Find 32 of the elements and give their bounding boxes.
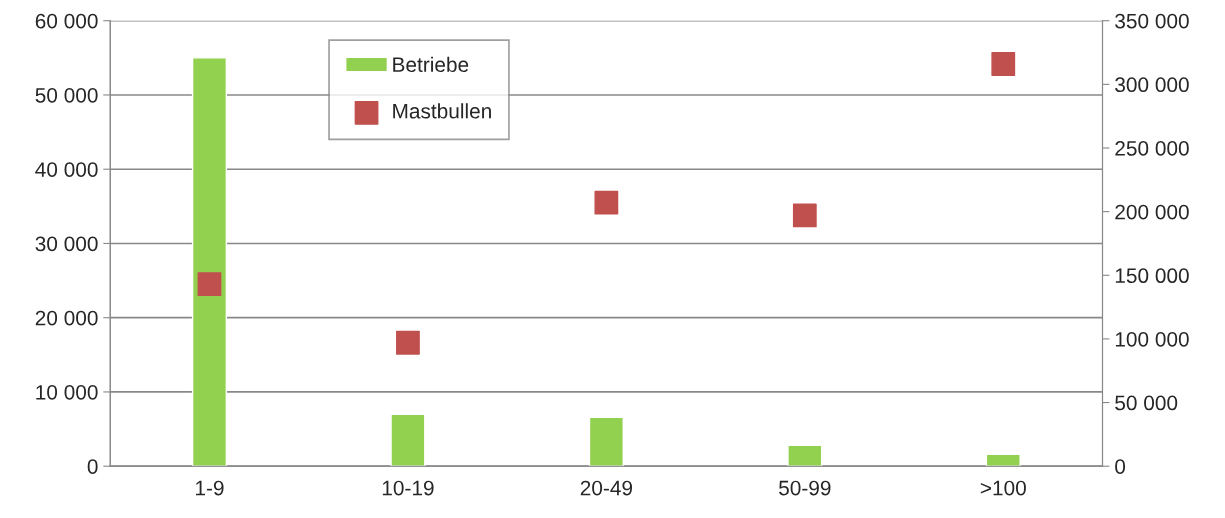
bar — [390, 413, 426, 467]
point — [396, 330, 420, 355]
y-tick-label: 20 000 — [35, 310, 98, 326]
y-tick-label: 40 000 — [35, 162, 98, 177]
legend-label: Mastbullen — [393, 103, 491, 119]
bar — [985, 453, 1021, 467]
x-tick-label: >100 — [980, 480, 1026, 496]
y-tick-label: 50 000 — [35, 87, 98, 103]
x-tick-label: 1-9 — [196, 480, 224, 496]
y2-tick-label: 350 000 — [1115, 13, 1189, 29]
y2-tick-label: 50 000 — [1115, 395, 1178, 411]
point — [594, 190, 619, 215]
point — [792, 203, 817, 228]
point — [197, 272, 222, 297]
y2-tick-label: 0 — [1115, 459, 1126, 474]
bar — [191, 57, 228, 467]
y2-tick-label: 100 000 — [1115, 331, 1189, 347]
x-tick-label: 10-19 — [382, 480, 434, 496]
y2-tick-label: 300 000 — [1115, 77, 1189, 93]
y2-tick-label: 200 000 — [1115, 204, 1189, 220]
x-tick-label: 20-49 — [580, 480, 633, 496]
bar — [588, 416, 624, 467]
y-tick-label: 10 000 — [36, 384, 98, 400]
y2-tick-label: 250 000 — [1115, 141, 1189, 156]
x-tick-label: 50-99 — [779, 480, 831, 496]
y-tick-label: 30 000 — [35, 236, 98, 252]
point — [991, 52, 1016, 76]
bar — [787, 444, 823, 467]
y-tick-label: 60 000 — [35, 13, 98, 29]
y2-tick-label: 150 000 — [1115, 268, 1189, 284]
legend-label: Betriebe — [393, 56, 469, 73]
y-tick-label: 0 — [87, 459, 98, 474]
